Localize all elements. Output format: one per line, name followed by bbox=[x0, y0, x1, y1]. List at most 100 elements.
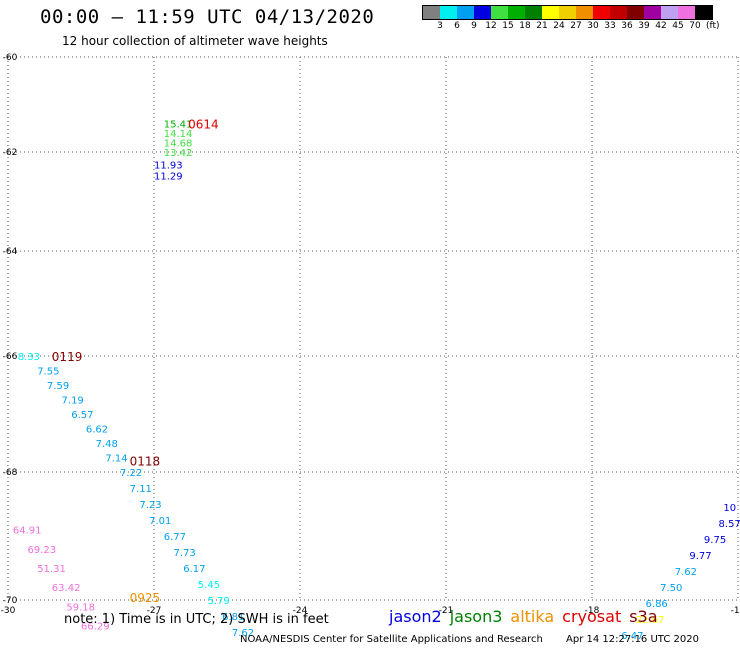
wave-height-value: 5.45 bbox=[198, 580, 220, 591]
wave-height-value: 6.81 bbox=[222, 612, 244, 623]
legend-swatch bbox=[525, 6, 542, 19]
lon-tick-label: -18 bbox=[585, 606, 600, 616]
wave-height-value: 11.93 bbox=[154, 160, 183, 171]
wave-height-value: 7.62 bbox=[675, 567, 697, 578]
legend-label: 39 bbox=[638, 21, 650, 31]
legend-label: 24 bbox=[553, 21, 565, 31]
wave-height-value: 6.17 bbox=[183, 564, 205, 575]
wave-height-value: 6.57 bbox=[71, 410, 93, 421]
wave-height-value: 6.77 bbox=[164, 532, 186, 543]
map-subtitle: 12 hour collection of altimeter wave hei… bbox=[62, 34, 328, 48]
lat-tick-label: -68 bbox=[3, 468, 18, 478]
legend-label: 45 bbox=[672, 21, 684, 31]
lon-tick-label: -15 bbox=[731, 606, 740, 616]
pass-time-label: 0614 bbox=[188, 118, 219, 132]
wave-height-value: 7.50 bbox=[660, 583, 682, 594]
legend-label: 9 bbox=[471, 21, 477, 31]
legend-swatch bbox=[440, 6, 457, 19]
wave-height-value: 6.62 bbox=[86, 425, 108, 436]
legend-label: 33 bbox=[604, 21, 616, 31]
wave-height-value: 11.29 bbox=[154, 171, 183, 182]
legend-label: 12 bbox=[485, 21, 497, 31]
legend-label: 27 bbox=[570, 21, 582, 31]
legend-label: 30 bbox=[587, 21, 599, 31]
mission-label: s3a bbox=[629, 607, 658, 626]
lon-tick-label: -30 bbox=[1, 606, 16, 616]
legend-label: 15 bbox=[502, 21, 514, 31]
legend-swatch bbox=[576, 6, 593, 19]
wave-height-value: 7.48 bbox=[96, 439, 118, 450]
footer-timestamp: Apr 14 12:27:16 UTC 2020 bbox=[566, 634, 699, 645]
legend-swatch bbox=[542, 6, 559, 19]
wave-height-value: 64.91 bbox=[13, 526, 42, 537]
pass-time-label: 0925 bbox=[130, 591, 161, 605]
legend-swatch bbox=[661, 6, 678, 19]
wave-height-value: 22.67 bbox=[636, 615, 665, 626]
wave-height-value: 13.42 bbox=[164, 148, 193, 159]
wave-height-value: 9.77 bbox=[689, 551, 711, 562]
legend-unit: (ft) bbox=[706, 21, 720, 31]
lat-tick-label: -62 bbox=[3, 148, 18, 158]
wave-height-value: 7.23 bbox=[139, 500, 161, 511]
legend-labels: 3 6 9 12 15 18 21 24 27 30 33 36 39 42 45 70 (ft) bbox=[422, 20, 719, 34]
legend-swatch bbox=[508, 6, 525, 19]
lat-tick-label: -66 bbox=[3, 352, 18, 362]
mission-label: cryosat bbox=[562, 607, 622, 626]
wave-height-value: 66.29 bbox=[81, 622, 110, 633]
pass-time-label: 0118 bbox=[130, 454, 161, 468]
map-title: 00:00 – 11:59 UTC 04/13/2020 bbox=[40, 6, 375, 28]
wave-height-value: 7.19 bbox=[62, 396, 84, 407]
wave-height-value: 15.41 bbox=[164, 120, 193, 131]
legend-label: 70 bbox=[689, 21, 701, 31]
wave-height-value: 10 bbox=[723, 503, 736, 514]
legend-swatch bbox=[491, 6, 508, 19]
wave-height-value: 8.33 bbox=[18, 352, 40, 363]
legend-swatch bbox=[593, 6, 610, 19]
legend-swatch bbox=[610, 6, 627, 19]
legend-swatch bbox=[423, 6, 440, 19]
wave-height-value: 6.86 bbox=[646, 599, 668, 610]
legend-label: 18 bbox=[519, 21, 531, 31]
wave-height-value: 14.68 bbox=[164, 139, 193, 150]
legend-label: 42 bbox=[655, 21, 667, 31]
wave-height-value: 69.23 bbox=[27, 545, 56, 556]
wave-height-value: 9.75 bbox=[704, 535, 726, 546]
legend-swatch bbox=[627, 6, 644, 19]
lat-tick-label: -64 bbox=[3, 247, 18, 257]
legend-label: 21 bbox=[536, 21, 548, 31]
legend-swatch bbox=[457, 6, 474, 19]
lon-tick-label: -21 bbox=[439, 606, 454, 616]
legend-swatch bbox=[644, 6, 661, 19]
legend-swatch bbox=[559, 6, 576, 19]
legend-label: 36 bbox=[621, 21, 633, 31]
wave-height-value: 7.14 bbox=[105, 454, 127, 465]
wave-height-value: 7.62 bbox=[232, 628, 254, 639]
legend-swatches bbox=[422, 5, 713, 20]
wave-height-value: 5.79 bbox=[208, 596, 230, 607]
color-legend: 3 6 9 12 15 18 21 24 27 30 33 36 39 42 45 70 (ft) bbox=[422, 5, 720, 34]
mission-legend: jason2 jason3 altika cryosat s3a bbox=[389, 607, 666, 626]
pass-time-label: 0119 bbox=[52, 350, 83, 364]
wave-height-value: 63.42 bbox=[52, 583, 81, 594]
legend-swatch bbox=[695, 6, 712, 19]
mission-label: jason2 bbox=[389, 607, 442, 626]
legend-label: 6 bbox=[454, 21, 460, 31]
wave-height-value: 14.14 bbox=[164, 129, 193, 140]
wave-height-value: 51.31 bbox=[37, 564, 66, 575]
lon-tick-label: -24 bbox=[293, 606, 308, 616]
wave-height-value: 7.22 bbox=[120, 468, 142, 479]
legend-swatch bbox=[678, 6, 695, 19]
wave-height-value: 7.11 bbox=[130, 484, 152, 495]
lon-tick-label: -27 bbox=[147, 606, 162, 616]
wave-height-value: 8.57 bbox=[719, 519, 740, 530]
wave-height-value: 7.73 bbox=[173, 548, 195, 559]
wave-height-value: 7.55 bbox=[37, 367, 59, 378]
lat-tick-label: -60 bbox=[3, 53, 18, 63]
footer-note: note: 1) Time is in UTC; 2) SWH is in fe… bbox=[64, 612, 329, 627]
lat-tick-label: -70 bbox=[3, 596, 18, 606]
wave-height-value: 7.01 bbox=[149, 516, 171, 527]
wave-height-value: 6.47 bbox=[621, 631, 643, 642]
mission-label: jason3 bbox=[449, 607, 503, 626]
